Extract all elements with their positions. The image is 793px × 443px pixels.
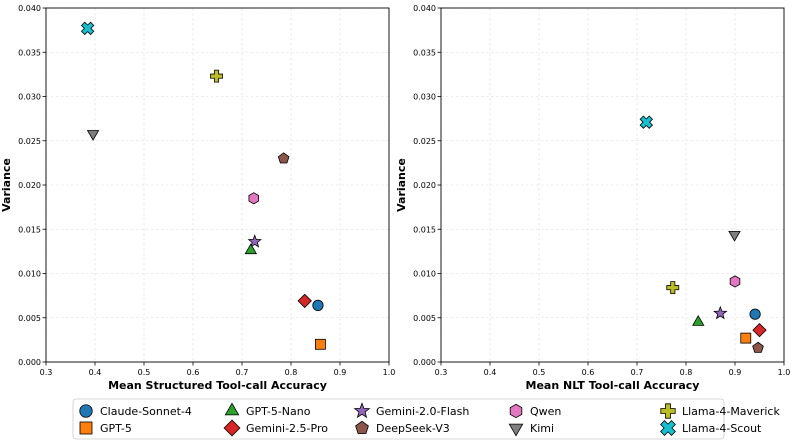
legend: Claude-Sonnet-4 GPT-5 GPT-5-Nano Gemini-2.5… [72, 398, 780, 440]
legend-label: Gemini-2.5-Pro [246, 422, 328, 435]
data-point-gpt-5 [314, 338, 326, 350]
x-tick-label: 0.9 [729, 368, 742, 377]
data-point-llama-4-scout [80, 21, 95, 36]
data-point-gemini-2-5-pro [752, 322, 767, 338]
legend-label: GPT-5-Nano [246, 405, 311, 418]
legend-marker-hexagon-icon [509, 403, 523, 419]
legend-marker-plus-icon [660, 403, 676, 419]
x-axis-label: Mean NLT Tool-call Accuracy [526, 379, 700, 392]
data-point-claude-sonnet-4 [749, 308, 761, 320]
y-axis-label: Variance [395, 158, 408, 212]
legend-label: Claude-Sonnet-4 [100, 405, 192, 418]
data-point-gpt-5-nano [692, 314, 705, 326]
y-tick-label: 0.020 [413, 181, 436, 190]
y-tick-label: 0.040 [413, 4, 436, 13]
data-point-gemini-2-5-pro [297, 293, 312, 309]
data-point-qwen [729, 275, 741, 288]
y-tick-label: 0.025 [18, 137, 41, 146]
y-tick-label: 0.020 [18, 181, 41, 190]
y-tick-label: 0.040 [18, 4, 41, 13]
legend-marker-triangle-up-icon [224, 402, 240, 416]
y-tick-label: 0.000 [18, 358, 41, 367]
data-point-llama-4-maverick [666, 281, 680, 295]
y-tick-label: 0.015 [18, 225, 41, 234]
x-tick-label: 0.6 [582, 368, 595, 377]
legend-label: DeepSeek-V3 [376, 422, 450, 435]
legend-label: Llama-4-Scout [682, 422, 762, 435]
legend-marker-square-icon [79, 421, 93, 435]
chart-panel-2: 0.3 0.4 0.5 0.6 0.7 0.8 0.9 1.0 0.000 0.005 0.010 0… [395, 4, 790, 392]
x-tick-label: 0.4 [484, 368, 497, 377]
plot-frame [440, 7, 785, 363]
legend-marker-x-icon [660, 420, 676, 436]
y-tick-label: 0.035 [413, 48, 436, 57]
legend-label: Llama-4-Maverick [682, 405, 780, 418]
data-point-kimi [86, 130, 100, 141]
data-point-gemini-2-0-flash [713, 305, 728, 320]
data-point-gpt-5 [740, 332, 752, 344]
x-tick-label: 0.8 [285, 368, 298, 377]
y-axis-label: Variance [0, 158, 13, 212]
y-tick-label: 0.005 [18, 314, 41, 323]
data-point-claude-sonnet-4 [312, 299, 324, 311]
x-tick-label: 0.7 [631, 368, 644, 377]
legend-label: GPT-5 [100, 422, 132, 435]
y-tick-label: 0.030 [18, 93, 41, 102]
x-tick-label: 0.6 [187, 368, 200, 377]
data-point-gemini-2-0-flash [247, 234, 262, 248]
x-tick-label: 0.3 [435, 368, 448, 377]
x-tick-label: 0.4 [89, 368, 102, 377]
legend-marker-diamond-icon [223, 419, 241, 437]
data-point-deepseek-v3 [277, 152, 290, 164]
x-tick-label: 0.3 [40, 368, 53, 377]
x-tick-label: 0.8 [680, 368, 693, 377]
y-tick-label: 0.015 [413, 225, 436, 234]
data-point-qwen [248, 192, 260, 205]
legend-marker-pentagon-icon [355, 420, 369, 434]
data-point-deepseek-v3 [752, 341, 764, 353]
y-tick-label: 0.005 [413, 314, 436, 323]
data-point-gpt-5-nano [244, 243, 258, 255]
y-tick-label: 0.035 [18, 48, 41, 57]
data-point-kimi [728, 230, 741, 242]
x-tick-label: 0.5 [533, 368, 546, 377]
y-tick-label: 0.030 [413, 93, 436, 102]
y-tick-label: 0.000 [413, 358, 436, 367]
y-tick-label: 0.025 [413, 137, 436, 146]
data-point-llama-4-maverick [210, 69, 223, 83]
data-point-llama-4-scout [639, 115, 654, 129]
legend-label: Kimi [530, 422, 554, 435]
legend-marker-star-icon [353, 402, 371, 419]
legend-marker-triangle-down-icon [508, 423, 524, 437]
x-tick-label: 1.0 [778, 368, 791, 377]
plot-frame [45, 7, 390, 363]
legend-label: Qwen [530, 405, 561, 418]
x-tick-label: 0.9 [334, 368, 347, 377]
x-tick-label: 0.5 [138, 368, 151, 377]
legend-marker-circle-icon [79, 404, 93, 418]
x-tick-label: 1.0 [383, 368, 396, 377]
y-tick-label: 0.010 [18, 270, 41, 279]
legend-label: Gemini-2.0-Flash [376, 405, 469, 418]
x-axis-label: Mean Structured Tool-call Accuracy [108, 379, 327, 392]
chart-panel-1: 0.3 0.4 0.5 0.6 0.7 0.8 0.9 1.0 0.000 0.005 0.010 0… [0, 4, 395, 392]
x-tick-label: 0.7 [236, 368, 249, 377]
y-tick-label: 0.010 [413, 270, 436, 279]
